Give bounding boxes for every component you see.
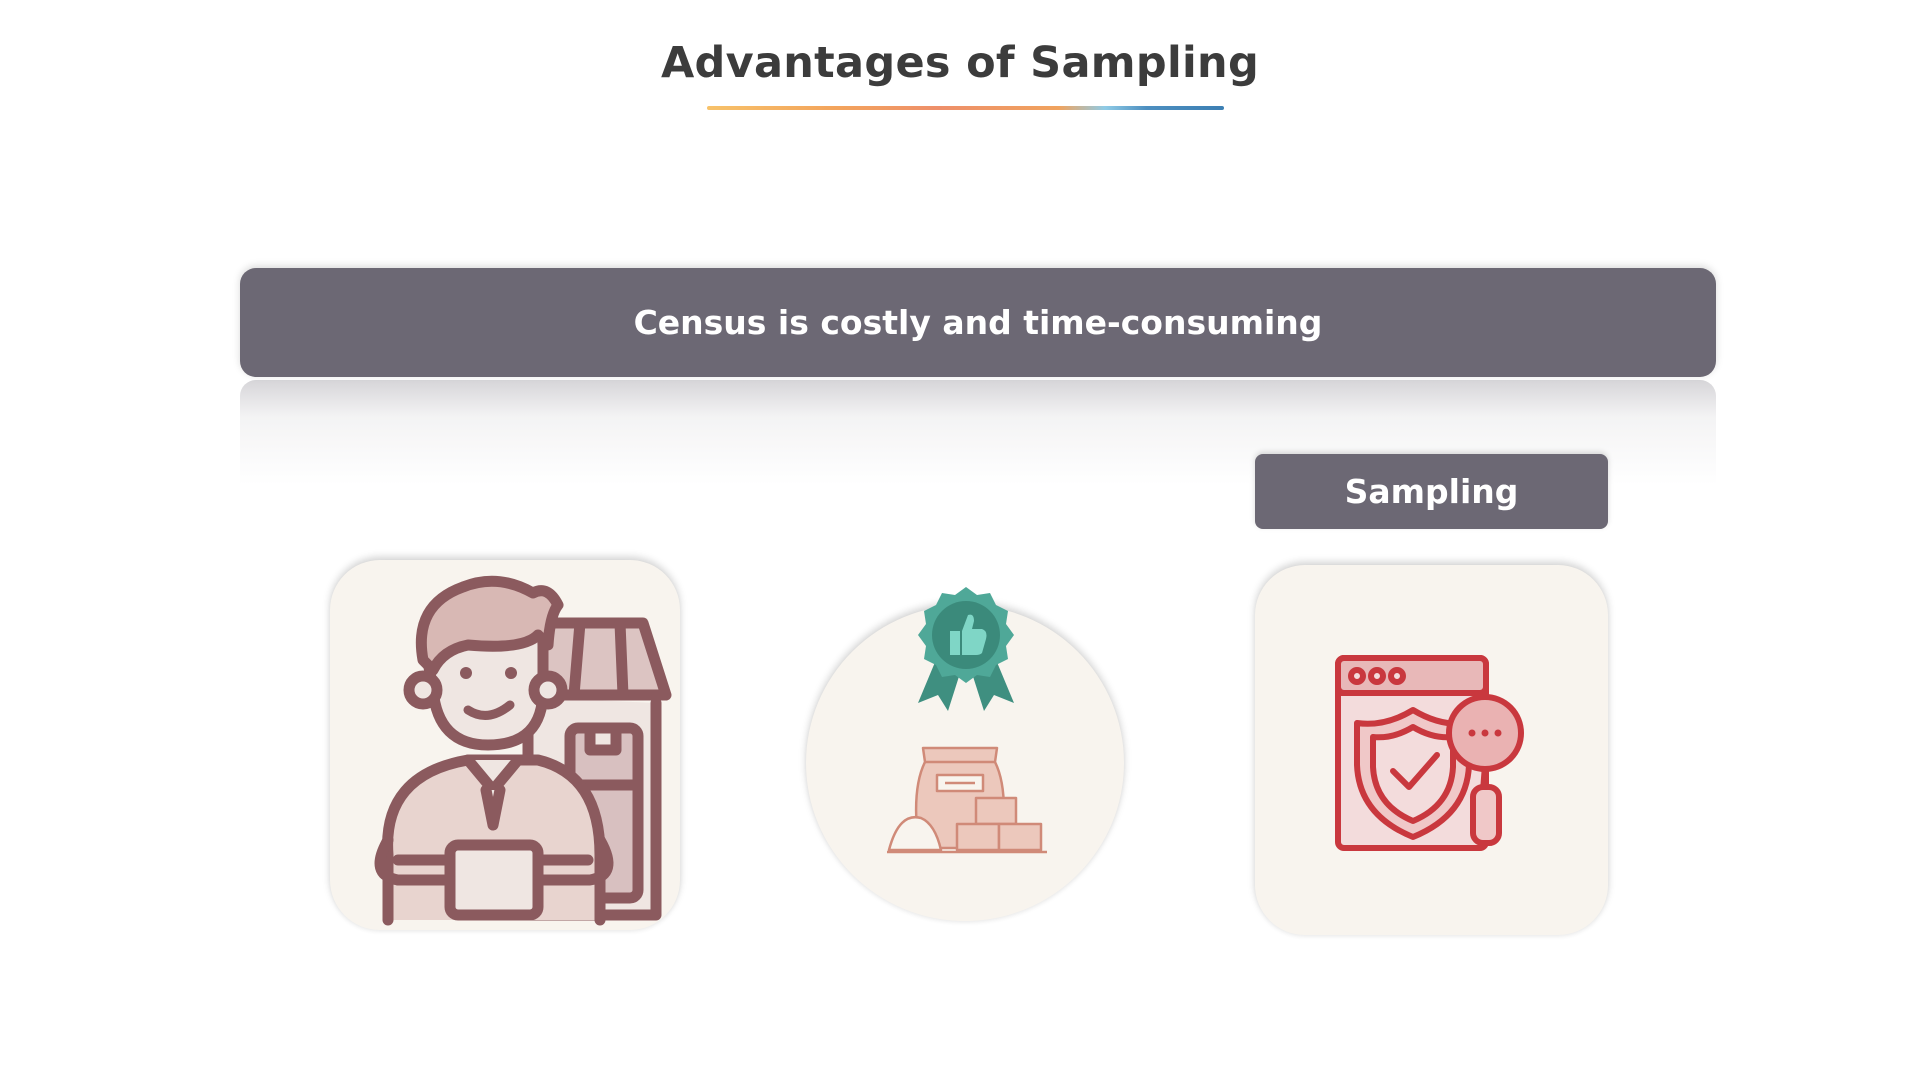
sampling-label: Sampling	[1255, 454, 1608, 529]
census-banner: Census is costly and time-consuming	[240, 268, 1716, 377]
slide-title: Advantages of Sampling	[660, 38, 1260, 88]
census-banner-text: Census is costly and time-consuming	[633, 303, 1323, 342]
award-thumbs-up-icon	[918, 587, 1014, 711]
title-underline	[707, 106, 1224, 110]
sacks-and-boxes-icon	[887, 746, 1047, 854]
secure-web-search-icon	[1335, 655, 1524, 851]
shopkeeper-icon	[374, 575, 672, 926]
sampling-label-text: Sampling	[1344, 472, 1519, 511]
